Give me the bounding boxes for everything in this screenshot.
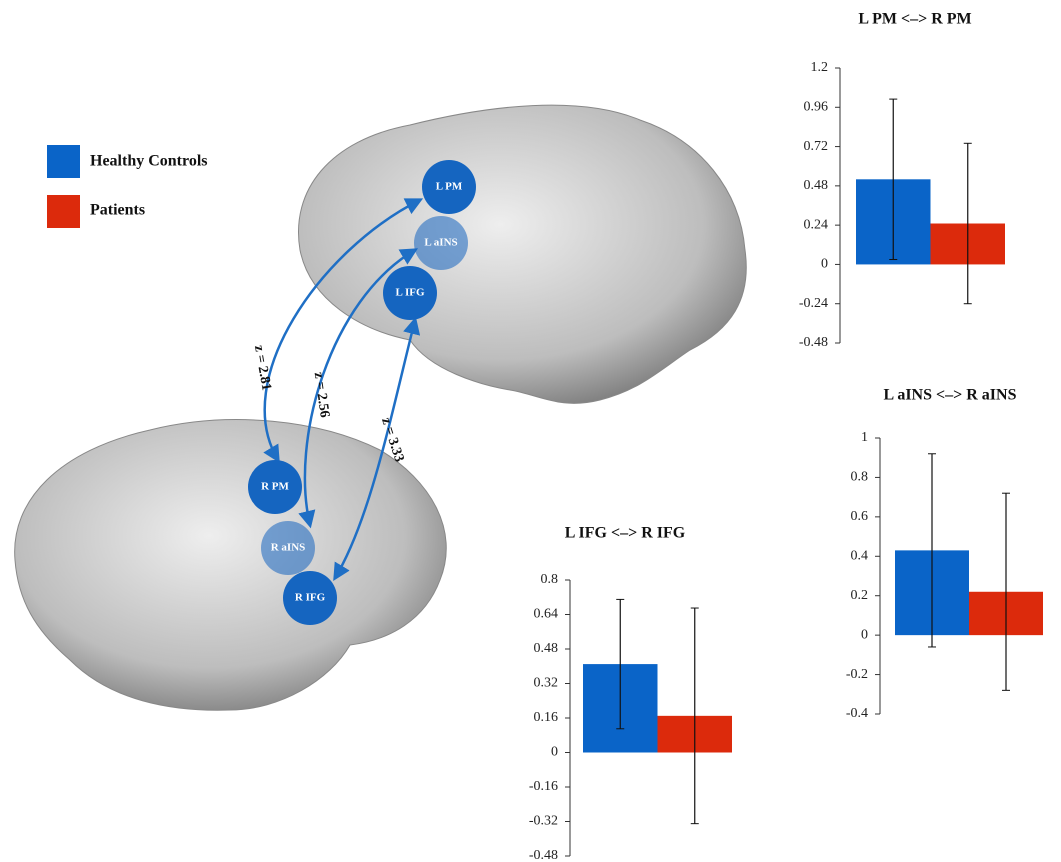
node-label: L aINS	[424, 237, 457, 249]
y-tick-label: 0.24	[804, 217, 829, 232]
chart-title: L IFG <–> R IFG	[565, 525, 686, 542]
y-tick-label: 0.8	[541, 572, 559, 587]
legend-label: Patients	[90, 202, 145, 219]
y-tick-label: -0.4	[846, 706, 868, 721]
node	[283, 571, 337, 625]
node	[383, 266, 437, 320]
connection-arrow	[298, 248, 419, 529]
node-label: L PM	[436, 181, 463, 193]
node	[261, 521, 315, 575]
y-tick-label: -0.2	[846, 667, 868, 682]
connection-label: z = 2.81	[251, 344, 274, 392]
legend-swatch	[47, 145, 80, 178]
y-tick-label: 0	[861, 627, 868, 642]
y-tick-label: 0.48	[534, 641, 559, 656]
node-label: R IFG	[295, 592, 326, 604]
y-tick-label: 0.2	[851, 588, 869, 603]
y-tick-label: 1	[861, 430, 868, 445]
node	[248, 460, 302, 514]
y-tick-label: 0	[821, 257, 828, 272]
connection-arrow	[263, 198, 424, 464]
node-label: R aINS	[271, 542, 306, 554]
y-tick-label: 0	[551, 745, 558, 760]
y-tick-label: 0.32	[534, 676, 559, 691]
connection-arrow	[333, 316, 421, 581]
legend: Healthy Controls Patients	[47, 145, 207, 228]
legend-label: Healthy Controls	[90, 153, 207, 170]
brain-diagram	[14, 104, 747, 711]
y-tick-label: -0.24	[799, 296, 828, 311]
y-tick-label: -0.16	[529, 779, 558, 794]
chart-title: L PM <–> R PM	[858, 11, 971, 28]
y-tick-label: 1.2	[811, 60, 829, 75]
y-tick-label: 0.8	[851, 470, 869, 485]
legend-swatch	[47, 195, 80, 228]
y-tick-label: 0.4	[851, 549, 869, 564]
node	[422, 160, 476, 214]
y-tick-label: -0.32	[529, 814, 558, 829]
y-tick-label: 0.72	[804, 139, 829, 154]
y-tick-label: -0.48	[529, 848, 558, 862]
y-tick-label: 0.96	[804, 100, 829, 115]
y-tick-label: -0.48	[799, 335, 828, 350]
connection-label: z = 2.56	[311, 371, 332, 418]
connection-arrows	[263, 198, 424, 581]
y-tick-label: 0.6	[851, 509, 869, 524]
y-tick-label: 0.48	[804, 178, 829, 193]
node-label: R PM	[261, 481, 289, 493]
y-tick-label: 0.16	[534, 710, 559, 725]
node-label: L IFG	[395, 287, 424, 299]
chart-title: L aINS <–> R aINS	[884, 387, 1017, 404]
node	[414, 216, 468, 270]
right-hemisphere	[14, 419, 447, 711]
left-hemisphere	[298, 104, 747, 404]
y-tick-label: 0.64	[534, 607, 559, 622]
